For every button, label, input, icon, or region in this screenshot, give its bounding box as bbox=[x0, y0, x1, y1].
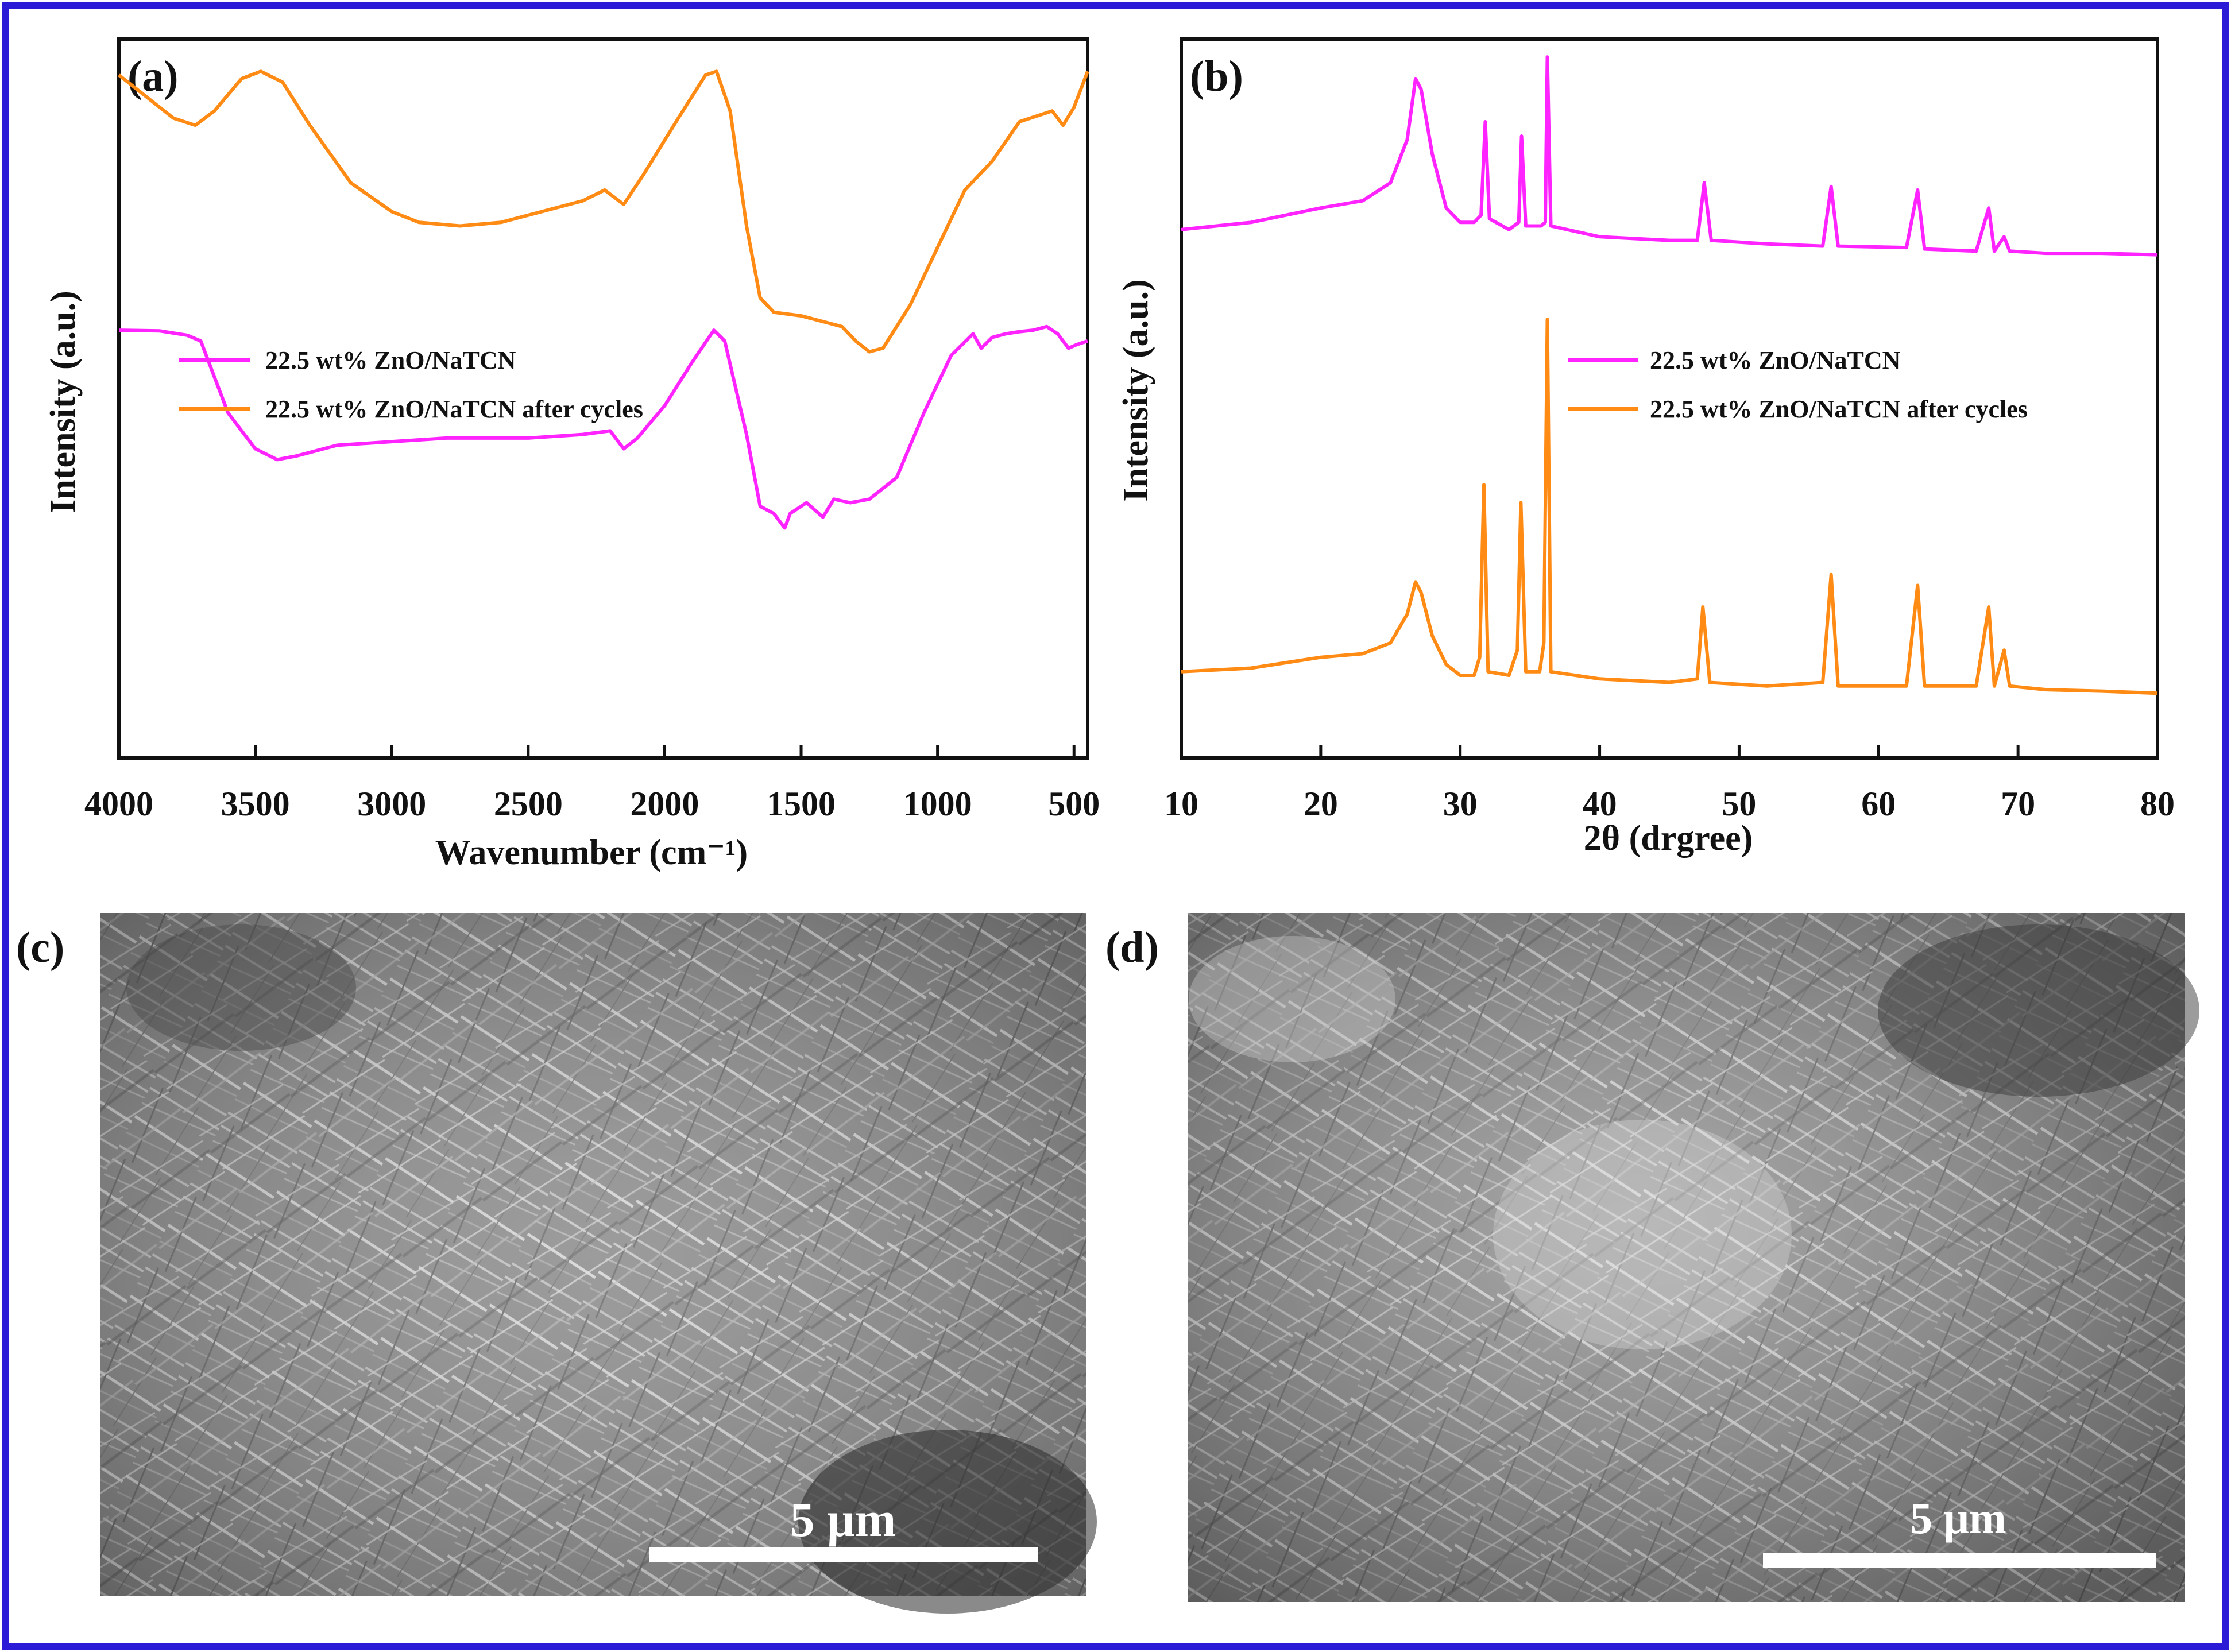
panel-b-legend-label-fresh: 22.5 wt% ZnO/NaTCN bbox=[1650, 346, 1901, 374]
panel-b-x-tick-label: 70 bbox=[2001, 785, 2035, 823]
panel-b-x-tick-label: 30 bbox=[1443, 785, 1478, 823]
panel-a-series-layer bbox=[118, 69, 1089, 530]
panel-b-x-tick-label: 50 bbox=[1722, 785, 1756, 823]
panel-b-legend-label-cycled: 22.5 wt% ZnO/NaTCN after cycles bbox=[1650, 395, 2028, 423]
panel-a-x-tick-label: 3000 bbox=[357, 785, 426, 823]
panel-b-x-tick-label: 10 bbox=[1164, 785, 1198, 823]
panel-b-x-tick-label: 20 bbox=[1304, 785, 1338, 823]
panel-a-x-tick-label: 2000 bbox=[630, 785, 699, 823]
panel-b-x-tick-label: 80 bbox=[2140, 785, 2175, 823]
panel-d-scale-label: 5 μm bbox=[1910, 1493, 2006, 1543]
panel-b-series-layer bbox=[1181, 55, 2158, 695]
panel-b-label: (b) bbox=[1190, 52, 1243, 100]
panel-a-x-tick-label: 500 bbox=[1048, 785, 1100, 823]
panel-a-x-tick-label: 1000 bbox=[903, 785, 972, 823]
panel-a-label: (a) bbox=[127, 52, 179, 100]
panel-a-x-tick-label: 3500 bbox=[221, 785, 290, 823]
panel-a: (a) 4000 3500 3000 2500 2000 1500 1000 500 Wave… bbox=[44, 37, 1100, 872]
panel-c: (c) 5 μm bbox=[16, 913, 1097, 1614]
panel-a-legend-label-cycled: 22.5 wt% ZnO/NaTCN after cycles bbox=[265, 395, 643, 423]
panel-a-x-axis-label: Wavenumber (cm⁻¹) bbox=[435, 833, 748, 872]
panel-a-x-tick-label: 2500 bbox=[494, 785, 563, 823]
panel-b-x-ticks: 10 20 30 40 50 60 70 80 bbox=[1164, 745, 2175, 823]
panel-b-x-tick-label: 60 bbox=[1861, 785, 1896, 823]
panel-a-x-tick-label: 1500 bbox=[767, 785, 836, 823]
panel-b-plot-frame bbox=[1180, 37, 2159, 760]
panel-d-label: (d) bbox=[1105, 923, 1159, 972]
panel-a-series-cycled-line bbox=[118, 69, 1089, 354]
panel-a-x-ticks: 4000 3500 3000 2500 2000 1500 1000 500 bbox=[84, 745, 1100, 823]
panel-c-scale-label: 5 μm bbox=[790, 1492, 896, 1547]
panel-a-plot-frame bbox=[117, 37, 1089, 760]
panel-a-y-axis-label: Intensity (a.u.) bbox=[44, 291, 83, 513]
panel-c-label: (c) bbox=[16, 923, 64, 972]
panel-a-legend: 22.5 wt% ZnO/NaTCN 22.5 wt% ZnO/NaTCN af… bbox=[179, 346, 643, 423]
sem-micrograph-d bbox=[1188, 913, 2199, 1602]
panel-a-legend-label-fresh: 22.5 wt% ZnO/NaTCN bbox=[265, 346, 516, 374]
panel-b-series-cycled-line bbox=[1181, 318, 2158, 695]
panel-b-legend: 22.5 wt% ZnO/NaTCN 22.5 wt% ZnO/NaTCN af… bbox=[1568, 346, 2028, 423]
panel-b-series-fresh-line bbox=[1181, 55, 2158, 257]
sem-micrograph-c bbox=[100, 913, 1097, 1614]
panel-d: (d) 5 μm bbox=[1105, 913, 2199, 1602]
panel-b-x-tick-label: 40 bbox=[1583, 785, 1617, 823]
panel-a-series-fresh-line bbox=[118, 324, 1088, 530]
panel-b-x-axis-label: 2θ (drgree) bbox=[1584, 819, 1753, 858]
panel-b: (b) 10 20 30 40 50 60 70 80 2θ (drgree) Intensi… bbox=[1116, 37, 2175, 858]
panel-b-y-axis-label: Intensity (a.u.) bbox=[1116, 279, 1155, 502]
panel-a-x-tick-label: 4000 bbox=[84, 785, 153, 823]
